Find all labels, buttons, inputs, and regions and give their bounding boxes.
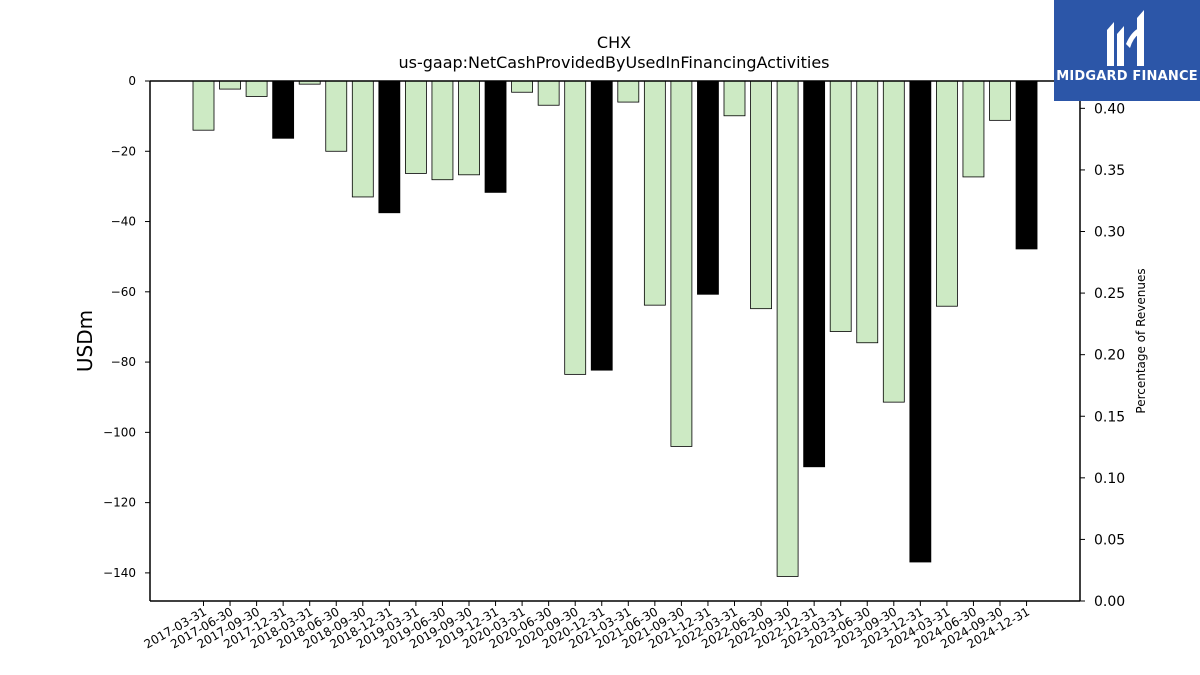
logo-text: MIDGARD FINANCE bbox=[1056, 69, 1198, 84]
bar bbox=[617, 80, 640, 103]
y-tick-label: −20 bbox=[111, 144, 136, 158]
bar bbox=[564, 80, 587, 375]
bar bbox=[404, 80, 427, 174]
x-axis-ticks: 2017-03-312017-06-302017-09-302017-12-31… bbox=[142, 601, 1032, 651]
bar bbox=[378, 80, 401, 214]
y2-tick-label: 0.05 bbox=[1094, 532, 1125, 548]
bar bbox=[325, 80, 348, 152]
bar bbox=[909, 80, 932, 563]
y2-tick-label: 0.00 bbox=[1094, 594, 1125, 610]
logo-mark-icon bbox=[1107, 10, 1144, 66]
logo: MIDGARD FINANCE bbox=[1054, 0, 1200, 101]
bar bbox=[697, 80, 719, 295]
bars bbox=[192, 80, 1038, 577]
chart-title: CHX bbox=[597, 33, 631, 52]
bar bbox=[192, 80, 215, 131]
y2-tick-label: 0.10 bbox=[1094, 471, 1125, 487]
y2-tick-label: 0.20 bbox=[1094, 348, 1125, 364]
bar bbox=[643, 80, 666, 306]
y2-axis-ticks: 0.00 0.05 0.10 0.15 0.20 0.25 0.30 0.35 0.40 bbox=[1080, 101, 1125, 610]
y-tick-label: −100 bbox=[103, 425, 136, 439]
y2-axis-label: Percentage of Revenues bbox=[1134, 268, 1148, 413]
bar bbox=[484, 80, 507, 193]
y-tick-label: −80 bbox=[111, 355, 136, 369]
axes bbox=[149, 80, 1081, 602]
bar bbox=[245, 80, 268, 97]
bar bbox=[670, 80, 693, 447]
y-tick-label: −60 bbox=[111, 285, 136, 299]
y-tick-label: −140 bbox=[103, 566, 136, 580]
y2-tick-label: 0.25 bbox=[1094, 286, 1125, 302]
y2-tick-label: 0.35 bbox=[1094, 163, 1125, 179]
y2-tick-label: 0.40 bbox=[1094, 101, 1125, 117]
bar bbox=[272, 80, 295, 139]
y2-tick-label: 0.30 bbox=[1094, 225, 1125, 241]
bar bbox=[590, 80, 613, 371]
bar bbox=[1015, 80, 1038, 250]
bar bbox=[989, 80, 1011, 121]
y-tick-label: −40 bbox=[111, 215, 136, 229]
bar bbox=[803, 80, 826, 468]
bar bbox=[723, 80, 746, 117]
bar bbox=[431, 80, 454, 181]
bar bbox=[219, 80, 241, 90]
bar bbox=[776, 80, 799, 577]
bar bbox=[936, 80, 958, 307]
bar bbox=[829, 80, 852, 332]
y-axis-ticks: 0 −20 −40 −60 −80 −100 −120 −140 bbox=[103, 74, 150, 580]
bar bbox=[750, 80, 772, 310]
bar bbox=[511, 80, 534, 93]
bar bbox=[351, 80, 374, 198]
y-tick-label: −120 bbox=[103, 496, 136, 510]
bar bbox=[882, 80, 905, 403]
bar bbox=[537, 80, 560, 106]
y-axis-label: USDm bbox=[73, 310, 97, 372]
y-tick-label: 0 bbox=[128, 74, 136, 88]
y2-tick-label: 0.15 bbox=[1094, 409, 1125, 425]
bar bbox=[962, 80, 985, 178]
bar bbox=[856, 80, 879, 344]
bar bbox=[458, 80, 480, 176]
chart-subtitle: us-gaap:NetCashProvidedByUsedInFinancing… bbox=[398, 53, 829, 72]
